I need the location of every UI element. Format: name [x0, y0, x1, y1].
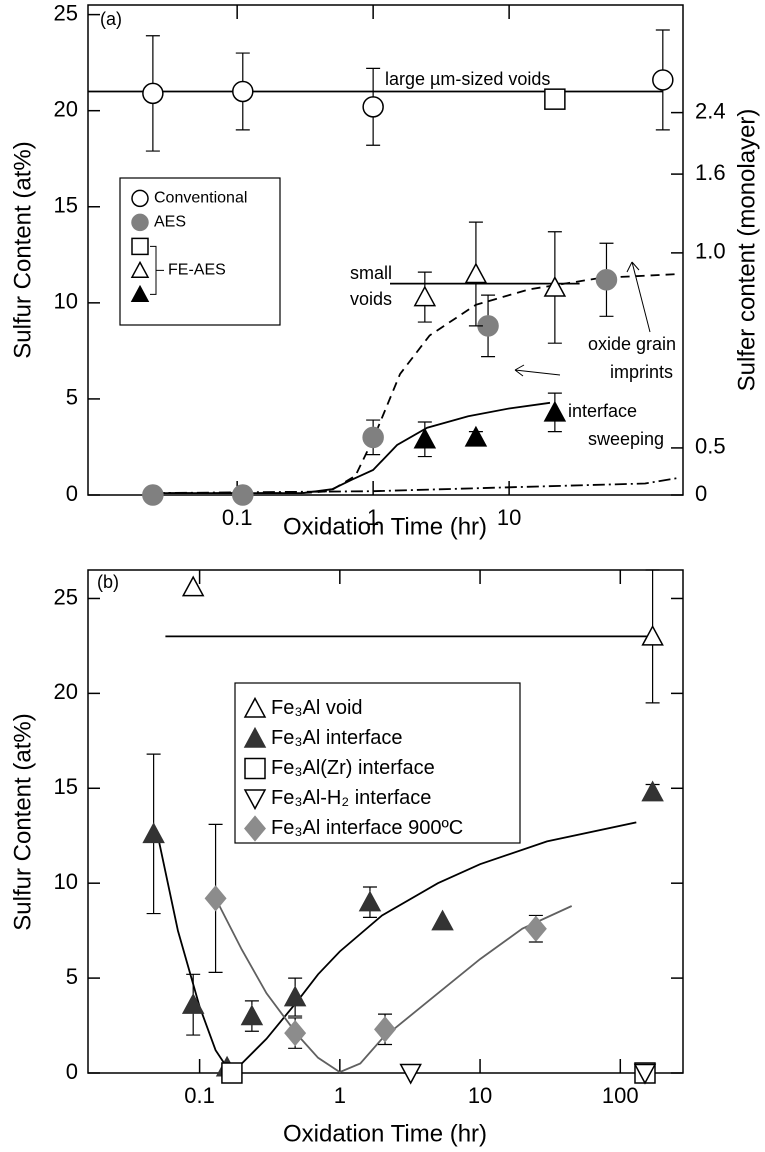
legend-marker: [131, 189, 149, 208]
plot-frame: [87, 569, 684, 1074]
y-tick-label: 20: [54, 96, 78, 121]
x-tick-label: 0.1: [222, 505, 253, 530]
marker: [362, 96, 384, 118]
marker: [232, 484, 254, 506]
marker: [543, 275, 567, 297]
y-tick-label: 5: [66, 964, 78, 989]
curve: [156, 821, 637, 1071]
x-axis-title: Oxidation Time (hr): [283, 1120, 487, 1147]
marker: [641, 780, 664, 802]
marker: [142, 82, 164, 105]
annotation: interface: [568, 401, 637, 421]
annotation: small: [350, 263, 392, 283]
marker: [362, 426, 384, 449]
legend-box: [234, 682, 521, 844]
legend-label: Fe₃Al void: [271, 697, 363, 719]
annotation: sweeping: [588, 429, 664, 449]
x-tick-label: 10: [497, 505, 521, 530]
y2-tick-label: 0.5: [695, 434, 726, 459]
annotation-arrow: [514, 364, 561, 377]
legend-marker: [244, 815, 266, 842]
y2-tick-label: 0: [695, 481, 707, 506]
curve: [214, 897, 573, 1073]
y2-tick-label: 2.4: [695, 98, 726, 123]
marker: [204, 885, 227, 912]
y-tick-label: 0: [66, 1059, 78, 1084]
annotation-arrow: [626, 261, 651, 333]
marker: [544, 88, 566, 110]
annotation: imprints: [610, 362, 673, 382]
legend-marker: [130, 284, 150, 302]
marker: [413, 285, 437, 307]
x-tick-label: 0.1: [184, 1083, 215, 1108]
legend-marker: [131, 213, 149, 232]
legend-label: Fe₃Al interface: [271, 727, 403, 749]
marker: [399, 1063, 422, 1085]
marker: [431, 909, 454, 931]
marker: [413, 427, 437, 449]
x-tick-label: 100: [602, 1083, 639, 1108]
y-axis-title: Sulfur Content (at%): [9, 713, 36, 930]
x-tick-label: 1: [367, 505, 379, 530]
marker: [633, 1063, 657, 1085]
x-tick-label: 1: [334, 1083, 346, 1108]
marker: [181, 575, 205, 597]
legend-label: AES: [154, 214, 186, 231]
x-tick-label: 10: [468, 1083, 492, 1108]
legend-label: Fe₃Al interface 900ºC: [271, 817, 463, 839]
y-tick-label: 25: [54, 584, 78, 609]
marker: [142, 484, 164, 506]
marker: [641, 624, 664, 646]
x-axis-title: Oxidation Time (hr): [283, 513, 487, 540]
legend-label: FE-AES: [168, 262, 226, 279]
marker: [543, 400, 567, 422]
legend-marker: [243, 696, 267, 718]
legend-marker: [131, 237, 149, 256]
marker: [181, 993, 205, 1014]
y-tick-label: 10: [54, 869, 78, 894]
y2-tick-label: 1.6: [695, 160, 726, 185]
marker: [358, 890, 382, 912]
curve: [152, 476, 680, 494]
marker: [240, 1004, 264, 1026]
legend-marker: [244, 757, 266, 780]
marker: [464, 262, 488, 284]
y-tick-label: 0: [66, 481, 78, 506]
y-tick-label: 20: [54, 679, 78, 704]
marker: [221, 1062, 243, 1084]
legend-marker: [243, 789, 267, 811]
curve: [152, 401, 551, 494]
marker: [142, 822, 165, 844]
y-tick-label: 15: [54, 774, 78, 799]
legend-bracket: [150, 245, 164, 295]
y-axis-title: Sulfur Content (at%): [9, 141, 36, 358]
y-tick-label: 5: [66, 385, 78, 410]
marker: [284, 1019, 307, 1047]
marker: [374, 1016, 396, 1043]
y2-tick-label: 1.0: [695, 239, 726, 264]
panel-label: (b): [97, 572, 119, 592]
marker: [524, 915, 547, 942]
annotation: oxide grain: [588, 334, 676, 354]
annotation: large µm-sized voids: [385, 69, 550, 89]
y-tick-label: 10: [54, 289, 78, 314]
marker: [283, 985, 307, 1007]
y-tick-label: 25: [54, 0, 78, 25]
marker: [595, 269, 618, 291]
panel-label: (a): [100, 9, 122, 29]
legend-marker: [243, 726, 267, 748]
legend-label: Fe₃Al-H₂ interface: [271, 787, 431, 809]
annotation: voids: [350, 289, 392, 309]
marker: [232, 80, 254, 103]
legend-label: Fe₃Al(Zr) interface: [271, 757, 435, 779]
marker: [464, 425, 488, 447]
marker: [652, 69, 674, 91]
y2-axis-title: Sulfer content (monolayer): [733, 109, 760, 392]
legend-marker: [130, 260, 150, 278]
y-tick-label: 15: [54, 193, 78, 218]
plot-frame: [87, 4, 684, 496]
legend-label: Conventional: [154, 190, 247, 207]
